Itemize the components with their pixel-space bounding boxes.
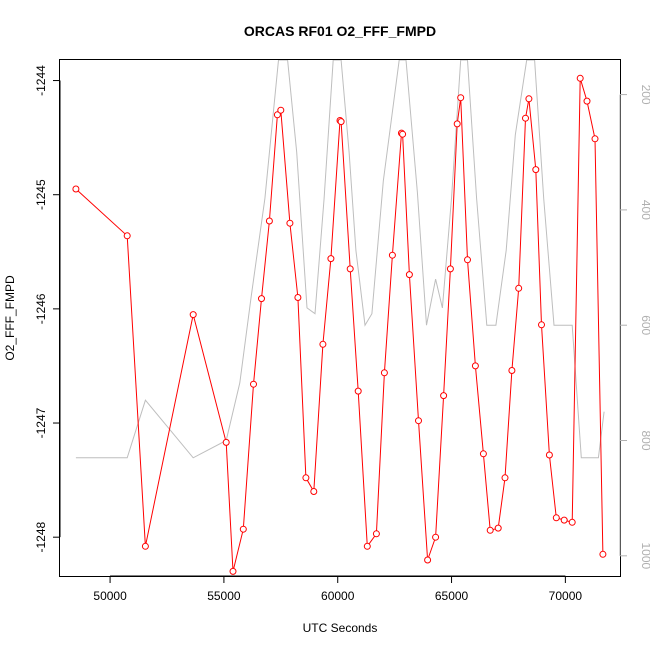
y-tick-label: -1244 [34, 65, 48, 96]
x-tick-label: 65000 [435, 589, 469, 603]
y2-tick-label: 600 [639, 315, 650, 335]
data-point [258, 295, 265, 303]
data-point [494, 524, 502, 532]
data-point [446, 265, 454, 273]
y2-tick-label: 800 [639, 430, 650, 450]
data-point [464, 256, 471, 264]
data-point [591, 135, 599, 143]
data-point [515, 284, 523, 292]
y-axis-right: 200 400 600 800 1000 [619, 85, 650, 569]
data-point [532, 166, 540, 174]
data-point [363, 542, 371, 550]
data-point [141, 542, 149, 550]
data-point [525, 95, 533, 103]
plot-frame [59, 59, 621, 577]
data-point [229, 567, 237, 575]
data-point [560, 516, 568, 524]
y-tick-label: -1246 [34, 293, 48, 324]
data-point [222, 438, 230, 446]
data-point [486, 526, 494, 534]
x-tick-label: 55000 [207, 589, 241, 603]
data-point [72, 185, 80, 193]
data-point [273, 111, 281, 119]
chart-title: ORCAS RF01 O2_FFF_FMPD [244, 23, 436, 39]
data-point [346, 265, 354, 273]
y-tick-label: -1245 [34, 179, 48, 210]
x-axis-label: UTC Seconds [303, 621, 378, 635]
data-point [302, 474, 310, 482]
data-point [583, 97, 591, 105]
data-point [599, 550, 607, 558]
data-point [479, 450, 487, 458]
data-point [545, 451, 553, 459]
data-point [123, 232, 131, 240]
x-tick-label: 50000 [93, 589, 127, 603]
plot-area [59, 59, 621, 577]
y-tick-label: -1248 [34, 522, 48, 553]
data-point [576, 74, 584, 82]
data-point [457, 94, 465, 102]
data-point [239, 525, 247, 533]
data-point [432, 533, 440, 541]
data-point [440, 392, 448, 400]
y2-tick-label: 1000 [639, 542, 650, 569]
data-point [453, 120, 461, 128]
data-point [310, 488, 318, 495]
data-point [424, 556, 432, 564]
y2-tick-label: 200 [639, 85, 650, 105]
primary-series [72, 74, 607, 575]
data-point [380, 369, 388, 377]
data-point [250, 380, 257, 388]
x-tick-label: 60000 [321, 589, 355, 603]
data-point [286, 219, 294, 227]
data-point [372, 530, 380, 538]
y2-tick-label: 400 [639, 200, 650, 220]
data-point [552, 514, 560, 522]
secondary-series-line [75, 60, 605, 459]
data-point [327, 255, 335, 263]
x-tick-label: 70000 [549, 589, 583, 603]
data-point [388, 251, 396, 259]
data-point [568, 518, 576, 526]
data-point [294, 294, 302, 301]
y-tick-label: -1247 [34, 407, 48, 438]
data-point [415, 417, 422, 425]
data-point [337, 118, 345, 126]
primary-series-line [75, 78, 604, 572]
y-axis-left: -1248 -1247 -1246 -1245 -1244 [34, 65, 61, 553]
data-point [319, 340, 327, 348]
y-axis-label: O2_FFF_FMPD [3, 275, 17, 361]
data-point [405, 271, 413, 279]
secondary-series [75, 60, 605, 459]
data-point [508, 367, 516, 374]
data-point [538, 321, 545, 329]
data-point [277, 106, 285, 114]
data-point [265, 217, 273, 225]
data-point [501, 474, 509, 482]
data-point [354, 387, 362, 395]
data-point [399, 130, 407, 138]
data-point [522, 114, 529, 122]
x-axis: 50000 55000 60000 65000 70000 [93, 575, 583, 603]
data-point [471, 362, 479, 370]
data-point [189, 311, 197, 319]
